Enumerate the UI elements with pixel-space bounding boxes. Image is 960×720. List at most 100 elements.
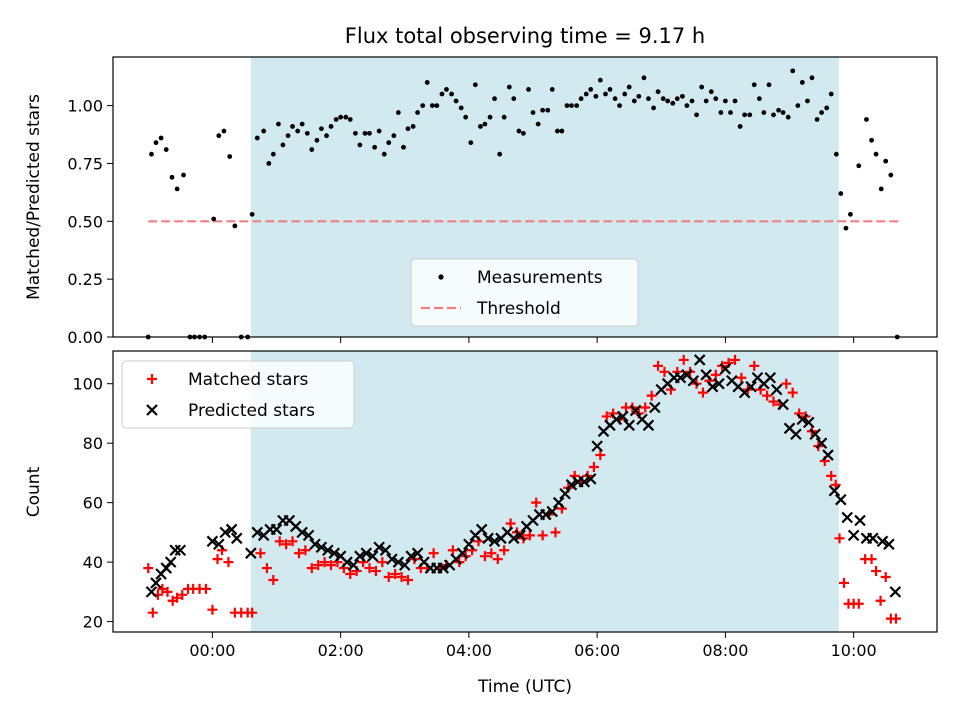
measurement-point (453, 98, 459, 104)
measurement-point (722, 98, 728, 104)
measurement-point (333, 117, 339, 122)
matched-stars-point (255, 548, 266, 559)
predicted-stars-point (540, 508, 552, 521)
measurement-point (376, 128, 382, 134)
measurement-point (343, 114, 349, 120)
measurement-point (742, 112, 748, 118)
matched-stars-point (223, 557, 234, 568)
measurement-point (766, 82, 772, 88)
measurement-point (526, 86, 531, 92)
measurement-point (434, 103, 440, 108)
matched-stars-point (364, 563, 375, 574)
bottom-y-tick-label: 40 (83, 553, 103, 572)
measurement-point (497, 151, 503, 157)
measurement-point (381, 151, 387, 157)
x-tick-label: 04:00 (446, 641, 492, 660)
measurement-point (463, 114, 469, 120)
predicted-stars-point (578, 476, 591, 488)
measurement-point (439, 91, 445, 97)
predicted-stars-point (835, 493, 847, 506)
predicted-stars-point (841, 511, 854, 524)
measurement-point (856, 163, 862, 169)
measurement-point (357, 142, 363, 148)
predicted-stars-point (482, 532, 494, 545)
measurement-point (699, 84, 705, 90)
matched-stars-point (653, 360, 664, 371)
measurement-point (833, 151, 839, 157)
measurement-point (646, 96, 651, 102)
measurement-point (216, 133, 222, 139)
predicted-stars-point (700, 369, 712, 381)
matched-stars-point (762, 390, 773, 401)
x-axis-label: Time (UTC) (477, 677, 572, 697)
measurement-point (487, 114, 493, 120)
predicted-stars-point (815, 437, 828, 449)
predicted-stars-point (847, 529, 860, 542)
matched-stars-point (207, 604, 218, 615)
matched-stars-point (826, 470, 837, 481)
measurement-point (372, 144, 378, 150)
matched-stars-point (710, 369, 721, 380)
matched-stars-point (383, 571, 394, 582)
measurement-point (276, 121, 281, 127)
measurement-point (549, 86, 555, 92)
measurement-point (304, 130, 310, 136)
matched-stars-point (524, 530, 535, 541)
measurement-point (227, 154, 233, 159)
matched-stars-point (853, 598, 864, 609)
measurement-point (612, 96, 618, 102)
measurement-point (838, 191, 844, 196)
predicted-stars-point (745, 380, 757, 393)
matched-stars-point (157, 583, 168, 594)
x-tick-label: 10:00 (831, 641, 877, 660)
matched-stars-point (839, 577, 850, 588)
measurement-point (564, 103, 570, 108)
predicted-stars-point (379, 544, 392, 557)
legend-predicted-marker (146, 404, 158, 416)
measurement-point (603, 91, 608, 97)
measurement-point (290, 124, 295, 129)
predicted-stars-point (347, 559, 360, 571)
matched-stars-point (871, 566, 882, 577)
predicted-stars-point (309, 538, 321, 551)
predicted-stars-point (809, 428, 821, 441)
predicted-stars-point (213, 538, 225, 551)
top-axes-frame (112, 56, 938, 338)
measurement-point (843, 225, 849, 231)
predicted-stars-point (802, 416, 815, 429)
predicted-stars-point (225, 523, 238, 536)
x-tick-label: 08:00 (702, 641, 748, 660)
measurement-point (352, 130, 358, 136)
matched-stars-point (172, 592, 183, 603)
matched-stars-point (428, 548, 439, 559)
predicted-stars-point (610, 413, 623, 426)
matched-stars-point (659, 366, 670, 377)
predicted-stars-point (437, 562, 450, 574)
measurement-point (747, 112, 753, 118)
measurement-point (530, 110, 536, 115)
predicted-stars-point (245, 547, 257, 559)
measurement-point (249, 211, 255, 217)
matched-stars-point (499, 545, 510, 556)
predicted-stars-point (552, 496, 565, 509)
measurement-point (660, 96, 666, 102)
measurement-point (405, 126, 411, 132)
matched-stars-point (287, 536, 298, 547)
predicted-stars-point (463, 538, 475, 551)
measurement-point (444, 86, 449, 92)
bottom-legend-label: Matched stars (188, 370, 308, 390)
bottom-y-tick-label: 100 (72, 375, 103, 394)
predicted-stars-point (828, 484, 841, 497)
top-panel: 0.00 0.25 0.50 0.75 1.00 Measurements Threshol… (67, 56, 938, 347)
matched-stars-point (313, 560, 324, 571)
predicted-stars-point (687, 374, 700, 387)
measurement-point (420, 103, 426, 108)
measurement-point (254, 135, 260, 141)
measurement-point (458, 105, 464, 111)
predicted-stars-point (876, 535, 889, 548)
top-y-axis-label: Matched/Predicted stars (24, 94, 44, 300)
matched-stars-point (306, 563, 317, 574)
matched-stars-point (162, 586, 173, 597)
measurement-point (482, 121, 488, 127)
predicted-stars-point (392, 556, 405, 568)
